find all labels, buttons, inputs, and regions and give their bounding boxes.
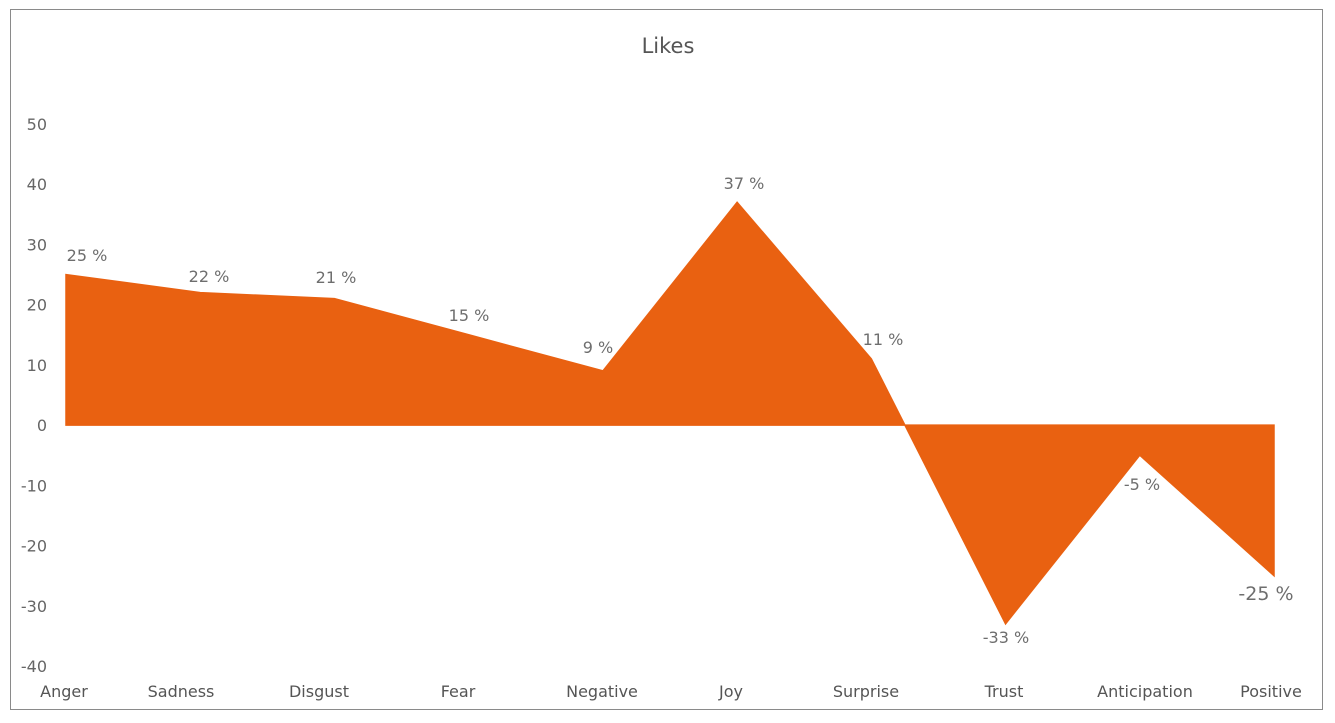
x-category-label: Surprise xyxy=(833,682,899,701)
y-tick-label: -20 xyxy=(21,537,47,556)
y-tick-label: 30 xyxy=(27,235,47,254)
data-label-trust: -33 % xyxy=(983,628,1029,647)
area-fill xyxy=(65,201,1275,626)
x-axis: Anger Sadness Disgust Fear Negative Joy Surpri… xyxy=(40,682,1302,701)
x-category-label: Sadness xyxy=(148,682,215,701)
y-axis: 50 40 30 20 10 0 -10 -20 -30 -40 xyxy=(21,115,47,676)
y-tick-label: -30 xyxy=(21,597,47,616)
data-label-surprise: 11 % xyxy=(863,330,904,349)
chart-title: Likes xyxy=(642,34,695,58)
data-label-sadness: 22 % xyxy=(189,267,230,286)
x-category-label: Disgust xyxy=(289,682,349,701)
y-tick-label: 20 xyxy=(27,296,47,315)
x-category-label: Anticipation xyxy=(1097,682,1193,701)
data-label-joy: 37 % xyxy=(724,174,765,193)
y-tick-label: -40 xyxy=(21,657,47,676)
x-category-label: Positive xyxy=(1240,682,1302,701)
y-tick-label: 0 xyxy=(37,416,47,435)
area-series xyxy=(65,201,1275,626)
data-label-positive: -25 % xyxy=(1238,583,1293,605)
data-label-anger: 25 % xyxy=(67,246,108,265)
y-tick-label: -10 xyxy=(21,476,47,495)
data-label-anticipation: -5 % xyxy=(1124,475,1160,494)
data-labels: 25 % 22 % 21 % 15 % 9 % 37 % 11 % -33 % -5 % -25 … xyxy=(67,174,1294,647)
x-category-label: Negative xyxy=(566,682,638,701)
data-label-disgust: 21 % xyxy=(316,268,357,287)
x-category-label: Fear xyxy=(441,682,476,701)
x-category-label: Trust xyxy=(984,682,1024,701)
y-tick-label: 50 xyxy=(27,115,47,134)
y-tick-label: 10 xyxy=(27,356,47,375)
data-label-negative: 9 % xyxy=(583,338,613,357)
data-label-fear: 15 % xyxy=(449,306,490,325)
x-category-label: Anger xyxy=(40,682,88,701)
x-category-label: Joy xyxy=(718,682,743,701)
y-tick-label: 40 xyxy=(27,175,47,194)
